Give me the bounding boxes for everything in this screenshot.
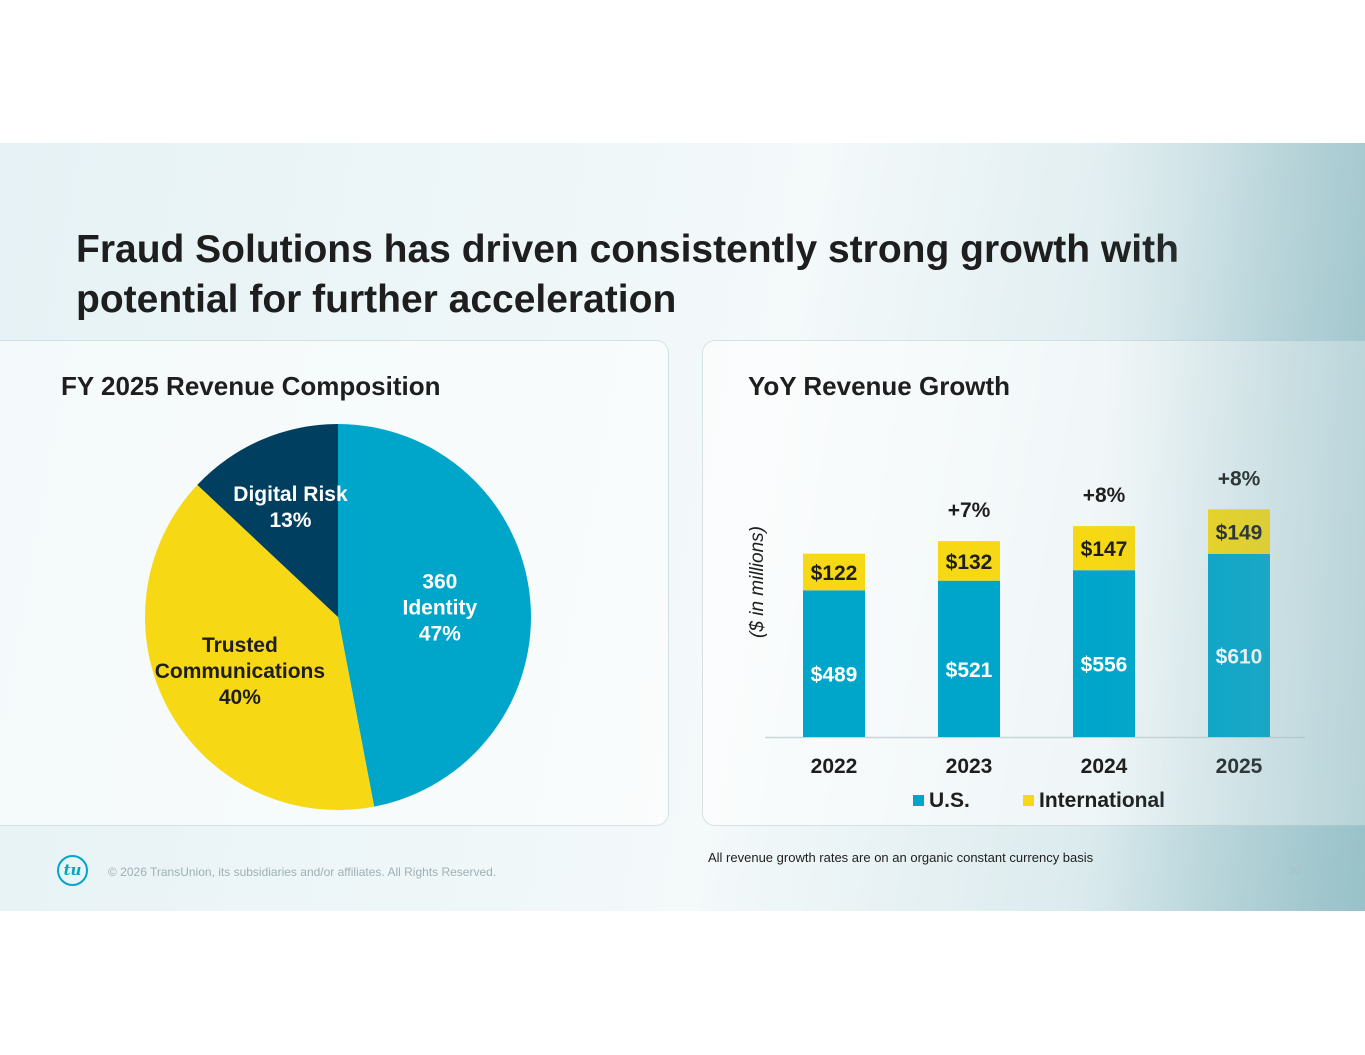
revenue-growth-panel: YoY Revenue Growth ($ in millions) $489 $1…	[703, 341, 1365, 825]
growth-label: +8%	[1218, 467, 1261, 490]
transunion-logo: tu	[57, 855, 88, 886]
pie-slice-label: 13%	[269, 509, 311, 532]
pie-slice-label: Identity	[403, 596, 478, 619]
bar-international-label: $147	[1081, 538, 1128, 561]
pie-slice-label: Communications	[155, 660, 325, 683]
revenue-composition-panel: FY 2025 Revenue Composition 360 Identity 4…	[0, 341, 668, 825]
pie-slice-label: Digital Risk	[233, 483, 348, 506]
pie-slice	[338, 424, 531, 807]
bar-international	[1208, 509, 1270, 554]
footnote: All revenue growth rates are on an organ…	[708, 850, 1094, 865]
bar-chart: ($ in millions) $489 $122 2022 $521 $132 +7% 20…	[747, 467, 1305, 812]
bar-us	[938, 580, 1000, 737]
bar-us	[1208, 554, 1270, 737]
slide: Fraud Solutions has driven consistently …	[0, 143, 1365, 911]
legend-label: U.S.	[929, 789, 970, 812]
page-title: Fraud Solutions has driven consistently …	[76, 228, 1179, 321]
legend-label: International	[1039, 789, 1165, 812]
copyright-text: © 2026 TransUnion, its subsidiaries and/…	[108, 865, 497, 879]
x-tick-label: 2023	[946, 755, 993, 778]
x-tick-label: 2025	[1216, 755, 1263, 778]
legend-swatch	[1023, 795, 1034, 806]
bar-us	[803, 590, 865, 737]
legend-swatch	[913, 795, 924, 806]
pie-slice-label: 360	[422, 570, 457, 593]
pie-chart-title: FY 2025 Revenue Composition	[61, 371, 441, 401]
pie-chart: 360 Identity 47% Trusted Communications 40% Di…	[145, 424, 531, 810]
bar-us-label: $489	[811, 664, 858, 687]
bar-international	[938, 541, 1000, 581]
bar-international	[803, 553, 865, 591]
bar-chart-title: YoY Revenue Growth	[748, 371, 1010, 401]
bar-us-label: $521	[946, 659, 993, 682]
bar-us-label: $610	[1216, 646, 1263, 669]
pie-slice-label: 47%	[419, 622, 461, 645]
pie-slice-label: Trusted	[202, 634, 278, 657]
pie-slice-label: 40%	[219, 686, 261, 709]
pie-slice	[145, 484, 375, 810]
x-tick-label: 2022	[811, 755, 858, 778]
growth-label: +7%	[948, 499, 991, 522]
bar-international-label: $149	[1216, 522, 1263, 545]
bar-international-label: $122	[811, 562, 858, 585]
x-tick-label: 2024	[1081, 755, 1128, 778]
pie-slice	[197, 424, 338, 617]
bar-international-label: $132	[946, 551, 993, 574]
page-number: 30	[1288, 863, 1302, 877]
growth-label: +8%	[1083, 484, 1126, 507]
y-axis-label: ($ in millions)	[747, 526, 768, 638]
bar-us-label: $556	[1081, 654, 1128, 677]
